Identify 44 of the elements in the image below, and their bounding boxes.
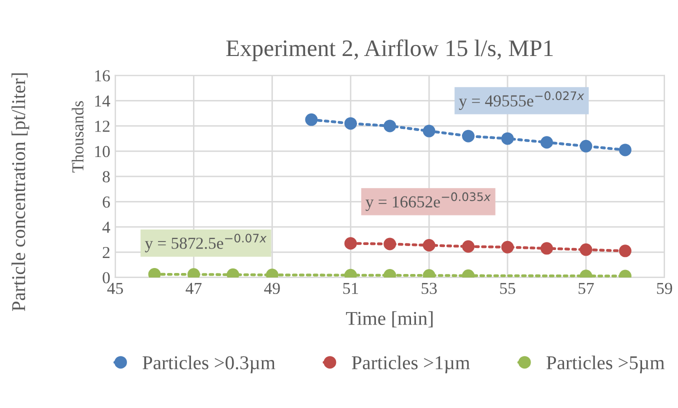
y-tick-label: 8	[102, 171, 110, 182]
point	[618, 244, 632, 258]
y-tick-label: 2	[102, 246, 110, 258]
point	[501, 132, 514, 145]
annotation: y = 5872.5e$^{−0.07x}$	[144, 234, 267, 252]
point	[580, 140, 592, 152]
x-tick-label: 45	[107, 282, 123, 294]
legend-label: Particles >1µm	[352, 356, 470, 374]
y-tick-label: 16	[95, 70, 110, 82]
x-tick-label: 51	[343, 282, 358, 294]
x-tick-label: 49	[264, 282, 280, 294]
x-axis-title: Time [min]	[346, 311, 433, 328]
point	[540, 242, 554, 255]
y-tick-label: 14	[95, 96, 110, 107]
y-tick-label: 0	[102, 272, 110, 284]
point	[344, 237, 357, 250]
y-tick-label: 6	[102, 196, 110, 208]
point	[422, 239, 436, 252]
point	[305, 113, 318, 126]
annotation: y = 49555e$^{−0.027x}$	[458, 91, 584, 110]
text: Thousands	[72, 101, 84, 172]
point	[384, 120, 396, 132]
point	[462, 240, 475, 253]
x-tick-label: 57	[578, 282, 594, 294]
x-tick-label: 55	[500, 282, 516, 294]
y-axis-title: Particle concentration [pt/liter]	[12, 73, 30, 312]
y-tick-label: 10	[95, 146, 110, 158]
point	[501, 240, 514, 254]
point	[540, 136, 554, 149]
x-tick-label: 53	[422, 282, 437, 294]
point	[580, 243, 592, 256]
point	[344, 117, 357, 130]
x-tick-label: 59	[657, 282, 672, 294]
annotation: y = 16652e$^{−0.035x}$	[366, 192, 491, 211]
point	[384, 238, 396, 250]
point	[618, 144, 632, 156]
x-tick-label: 47	[186, 282, 202, 294]
chart-title: Experiment 2, Airflow 15 l/s, MP1	[226, 39, 553, 62]
y-tick-label: 4	[102, 222, 110, 233]
y-tick-label: 12	[95, 120, 110, 132]
legend-label: Particles >0.3µm	[142, 356, 276, 374]
point	[422, 124, 436, 138]
legend-label: Particles >5µm	[546, 356, 665, 374]
point	[462, 130, 475, 142]
